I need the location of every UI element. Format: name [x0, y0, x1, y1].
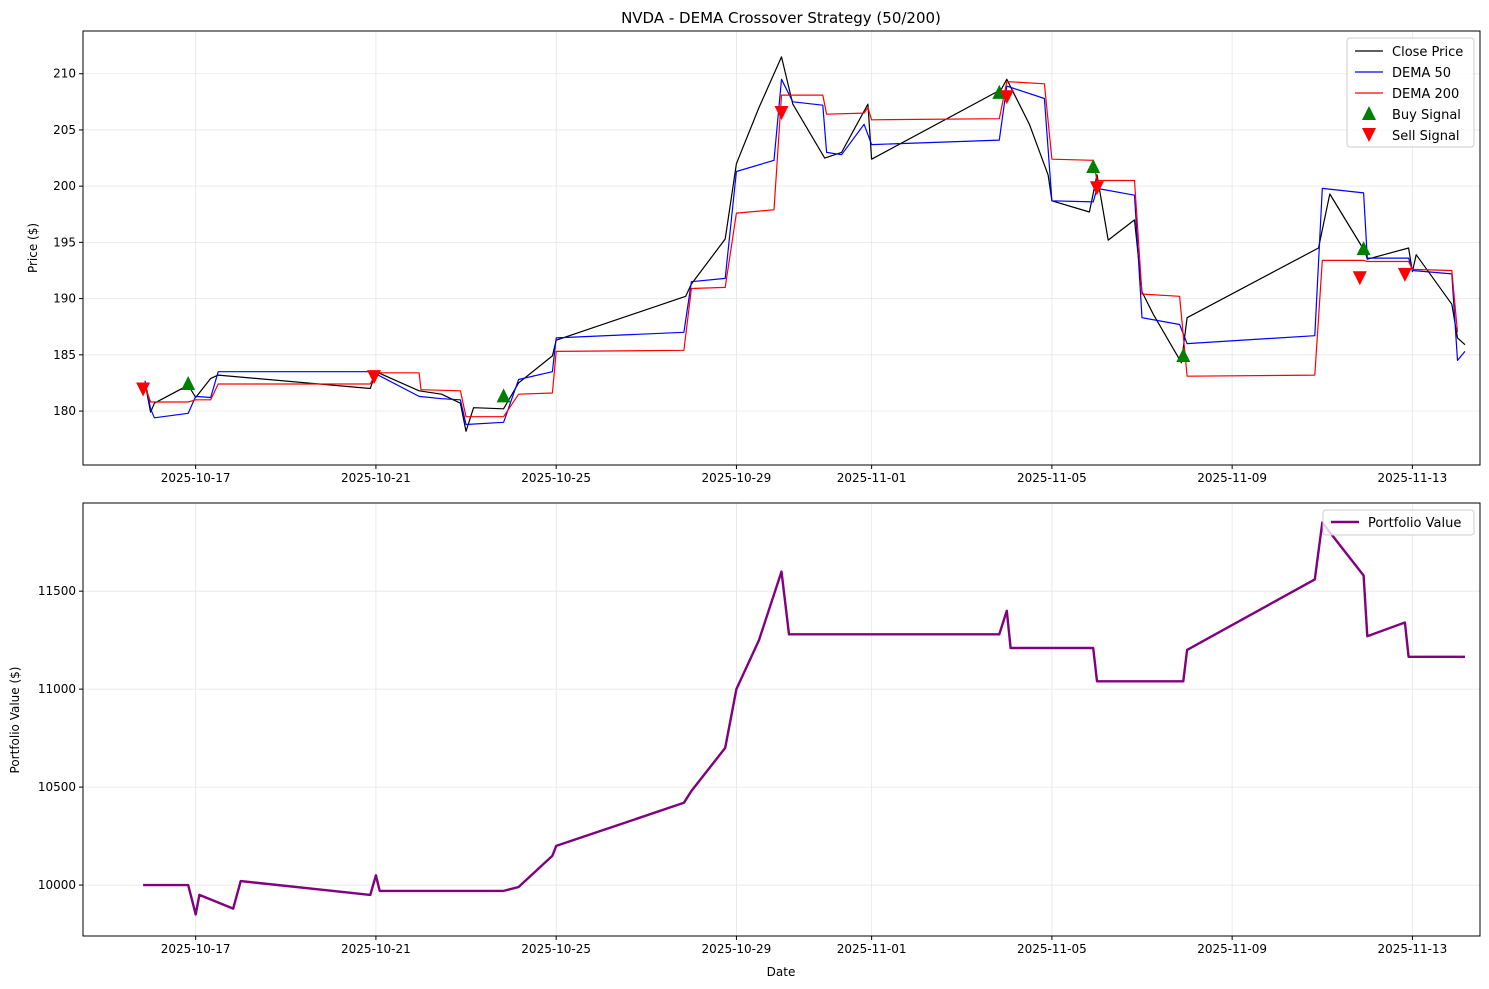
- portfolio-x-tick-label: 2025-11-01: [837, 942, 907, 956]
- portfolio-portfolio-value-line: [143, 521, 1465, 916]
- portfolio-y-axis-label: Portfolio Value ($): [8, 667, 22, 774]
- price-y-tick-label: 205: [53, 123, 76, 137]
- price-series: [136, 56, 1466, 432]
- price-close-price-line: [144, 56, 1466, 432]
- portfolio-y-tick-label: 10000: [38, 878, 76, 892]
- portfolio-legend-box: [1322, 509, 1475, 536]
- portfolio-axis-ticks: 2025-10-17 2025-10-21 2025-10-25 2025-10-29…: [38, 584, 1447, 956]
- price-legend: Close Price DEMA 50 DEMA 200 Buy Signal …: [1346, 37, 1475, 148]
- portfolio-x-axis-label: Date: [767, 965, 796, 979]
- portfolio-x-tick-label: 2025-10-29: [702, 942, 772, 956]
- legend-buy-marker: [1362, 106, 1376, 120]
- price-axes-frame: [82, 30, 1481, 466]
- price-y-tick-label: 185: [53, 348, 76, 362]
- portfolio-gridlines: [83, 503, 1480, 936]
- portfolio-x-tick-label: 2025-10-21: [341, 942, 411, 956]
- price-y-axis-label: Price ($): [26, 223, 40, 273]
- price-x-tick-label: 2025-10-17: [161, 471, 231, 485]
- buy-signal-marker: [1176, 347, 1191, 362]
- price-x-tick-label: 2025-10-29: [702, 471, 772, 485]
- sell-signal-marker: [1089, 181, 1104, 196]
- price-x-tick-label: 2025-11-05: [1017, 471, 1087, 485]
- portfolio-x-tick-label: 2025-11-09: [1197, 942, 1267, 956]
- portfolio-axes-frame: [82, 502, 1481, 937]
- price-x-tick-label: 2025-11-09: [1197, 471, 1267, 485]
- price-axis-ticks: 2025-10-17 2025-10-21 2025-10-25 2025-10-29…: [53, 67, 1447, 485]
- portfolio-x-tick-label: 2025-11-05: [1017, 942, 1087, 956]
- portfolio-legend: Portfolio Value: [1322, 509, 1475, 536]
- sell-signal-marker: [1397, 267, 1412, 282]
- price-dema-200-line: [144, 81, 1459, 418]
- legend-sell-label: Sell Signal: [1392, 129, 1460, 144]
- portfolio-series: [143, 521, 1465, 916]
- price-x-tick-label: 2025-11-01: [837, 471, 907, 485]
- sell-signal-marker: [367, 370, 382, 385]
- buy-signal-marker: [1356, 241, 1371, 256]
- price-x-tick-label: 2025-10-21: [341, 471, 411, 485]
- price-y-tick-label: 200: [53, 179, 76, 193]
- portfolio-x-tick-label: 2025-10-17: [161, 942, 231, 956]
- legend-dema200-label: DEMA 200: [1392, 87, 1459, 102]
- portfolio-x-tick-label: 2025-11-13: [1378, 942, 1448, 956]
- sell-signal-marker: [1352, 271, 1367, 286]
- portfolio-x-tick-label: 2025-10-25: [521, 942, 591, 956]
- sell-signal-marker: [136, 382, 151, 397]
- legend-portfolio-label: Portfolio Value: [1368, 516, 1461, 531]
- legend-dema50-label: DEMA 50: [1392, 66, 1451, 81]
- sell-signal-marker: [774, 105, 789, 120]
- sell-signal-marker: [999, 90, 1014, 105]
- legend-sell-marker: [1362, 128, 1376, 142]
- price-x-tick-label: 2025-10-25: [521, 471, 591, 485]
- price-y-tick-label: 195: [53, 235, 76, 249]
- legend-close-label: Close Price: [1392, 45, 1463, 60]
- buy-signal-marker: [181, 376, 196, 391]
- legend-buy-label: Buy Signal: [1392, 108, 1461, 123]
- price-x-tick-label: 2025-11-13: [1378, 471, 1448, 485]
- portfolio-y-tick-label: 11000: [38, 682, 76, 696]
- portfolio-y-tick-label: 10500: [38, 780, 76, 794]
- price-y-tick-label: 180: [53, 404, 76, 418]
- price-legend-box: [1346, 37, 1475, 148]
- price-y-tick-label: 190: [53, 292, 76, 306]
- buy-signal-marker: [496, 388, 511, 403]
- portfolio-y-tick-label: 11500: [38, 584, 76, 598]
- price-gridlines: [83, 31, 1480, 465]
- buy-signal-marker: [1086, 159, 1101, 174]
- price-chart-title: NVDA - DEMA Crossover Strategy (50/200): [621, 9, 941, 27]
- price-y-tick-label: 210: [53, 67, 76, 81]
